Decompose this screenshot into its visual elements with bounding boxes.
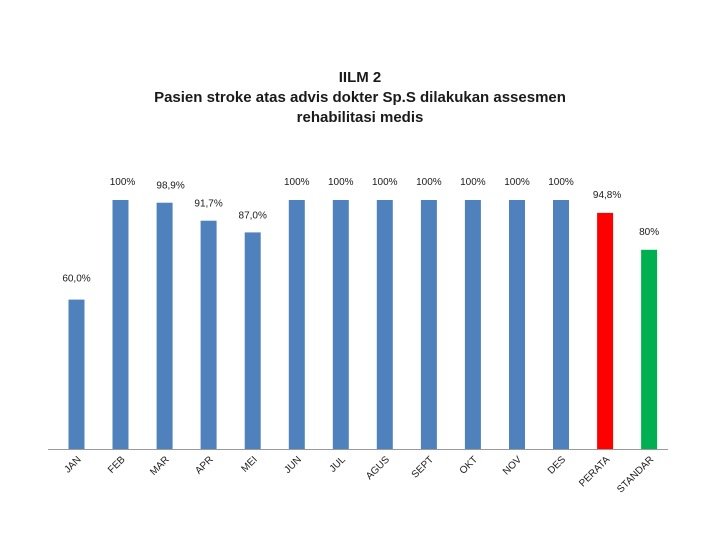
data-label-perata: 94,8% [593, 190, 621, 201]
data-label-mar: 98,9% [156, 181, 184, 192]
tick-label-des: DES [546, 454, 569, 477]
data-label-des: 100% [548, 177, 574, 188]
chart-title: IILM 2 Pasien stroke atas advis dokter S… [0, 68, 720, 128]
data-labels-layer: 60,0% 100% 98,9% 91,7% 87,0% 100% 100% 100% 100%… [62, 177, 659, 285]
bar-jul [332, 200, 349, 449]
data-label-feb: 100% [110, 177, 136, 188]
data-label-okt: 100% [460, 177, 486, 188]
tick-label-mei: MEI [239, 454, 259, 474]
chart-title-line-3: rehabilitasi medis [296, 109, 424, 126]
bar-jun [288, 200, 305, 449]
bar-standar [641, 249, 658, 449]
bar-mar [156, 202, 173, 449]
tick-label-jul: JUL [328, 454, 349, 475]
data-label-agus: 100% [372, 177, 398, 188]
tick-label-perata: PERATA [577, 454, 612, 489]
tick-labels-layer: JAN FEB MAR APR MEI JUN JUL AGUS SEPT OKT NOV DES PE… [62, 454, 656, 495]
tick-label-sept: SEPT [410, 454, 436, 480]
bar-des [553, 200, 569, 449]
bar-feb [112, 200, 129, 449]
data-label-nov: 100% [504, 177, 530, 188]
data-label-mei: 87,0% [239, 210, 267, 221]
tick-label-okt: OKT [458, 454, 480, 476]
data-label-jun: 100% [284, 177, 310, 188]
data-label-standar: 80% [639, 227, 659, 238]
data-label-jan: 60,0% [62, 274, 90, 285]
tick-label-apr: APR [193, 454, 215, 476]
bars-layer [68, 200, 658, 449]
bar-perata [597, 212, 614, 449]
bar-jan [68, 299, 85, 449]
data-label-jul: 100% [328, 177, 354, 188]
tick-label-standar: STANDAR [615, 454, 656, 495]
tick-label-nov: NOV [501, 454, 524, 477]
bar-mei [244, 232, 261, 449]
tick-label-jun: JUN [282, 454, 304, 476]
bar-agus [376, 200, 393, 449]
bar-nov [509, 200, 525, 449]
tick-label-mar: MAR [148, 454, 172, 478]
data-label-apr: 91,7% [194, 199, 222, 210]
bar-apr [200, 220, 217, 449]
data-label-sept: 100% [416, 177, 442, 188]
tick-label-jan: JAN [62, 454, 83, 475]
chart-title-line-2: Pasien stroke atas advis dokter Sp.S dil… [154, 89, 566, 106]
tick-label-feb: FEB [106, 454, 128, 476]
bar-sept [420, 200, 437, 449]
chart-title-line-1: IILM 2 [338, 69, 382, 86]
tick-label-agus: AGUS [364, 454, 392, 482]
bar-okt [464, 200, 481, 449]
